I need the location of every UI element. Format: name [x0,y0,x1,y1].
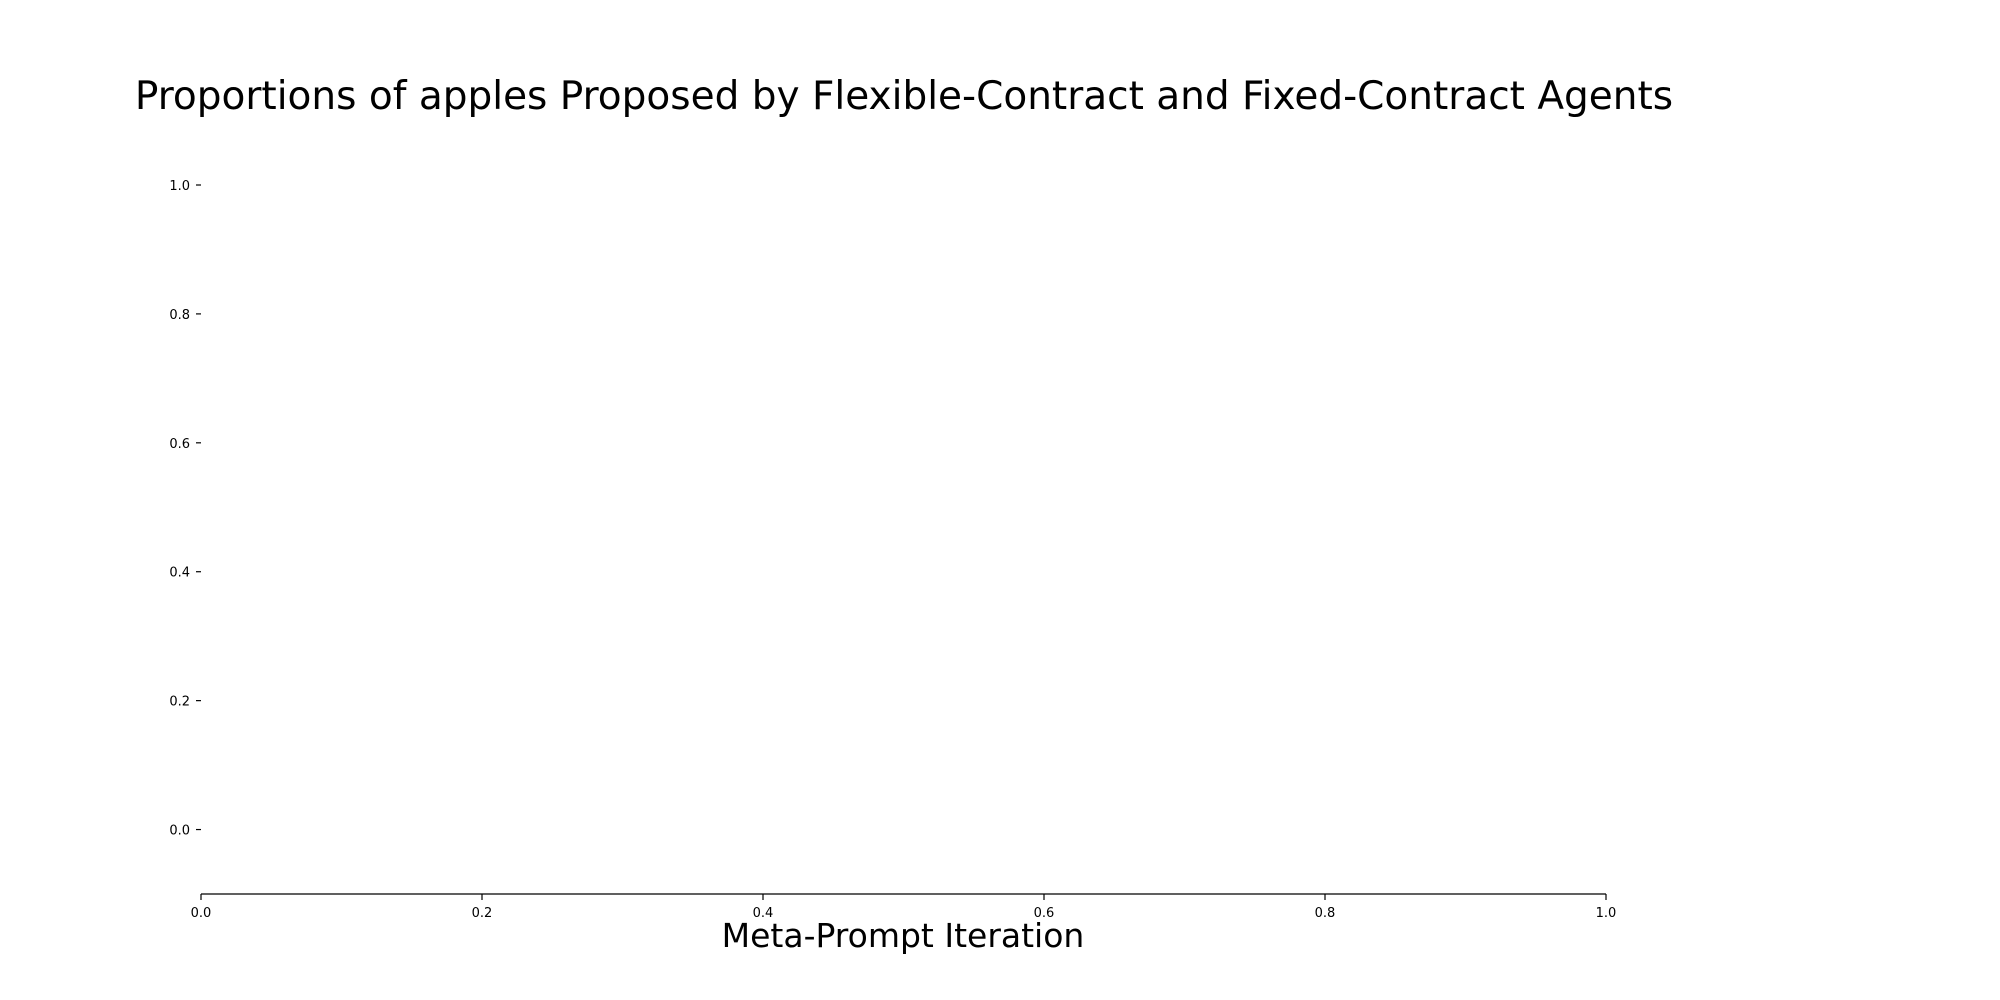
y-tick-label: 0.4 [169,566,190,581]
x-tick-label: 0.2 [472,906,493,921]
x-tick-label: 1.0 [1596,906,1617,921]
x-axis-ticks: 0.0 0.2 0.4 0.6 0.8 1.0 [191,894,1617,921]
x-tick-label: 0.0 [191,906,212,921]
y-axis-ticks: 0.0 0.2 0.4 0.6 0.8 1.0 [169,179,201,839]
y-tick-label: 0.6 [169,437,190,452]
plot-area: 0.0 0.2 0.4 0.6 0.8 1.0 0.0 0.2 0.4 0.6 0.8 1.0 [169,179,1616,921]
x-tick-label: 0.8 [1315,906,1336,921]
y-tick-label: 0.2 [169,695,190,710]
chart-title: Proportions of apples Proposed by Flexib… [135,74,1673,119]
y-tick-label: 0.8 [169,308,190,323]
y-tick-label: 1.0 [169,179,190,194]
x-axis-label: Meta-Prompt Iteration [722,916,1085,955]
x-tick-label: 0.4 [753,906,774,921]
y-tick-label: 0.0 [169,824,190,839]
x-tick-label: 0.6 [1034,906,1055,921]
